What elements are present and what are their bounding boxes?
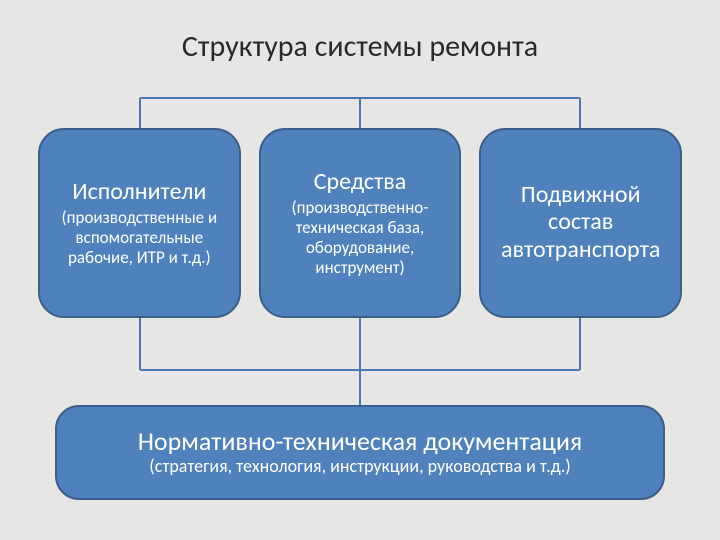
top-boxes-row: Исполнители (производственные и вспомога…	[38, 128, 682, 318]
box-subtext: (стратегия, технология, инструкции, руко…	[149, 456, 570, 478]
box-rolling-stock: Подвижной состав автотранспорта	[479, 128, 682, 318]
box-documentation: Нормативно-техническая документация (стр…	[55, 405, 665, 500]
box-means: Средства (производственно-техническая ба…	[259, 128, 462, 318]
box-heading: Подвижной состав автотранспорта	[489, 181, 672, 264]
slide-title: Структура системы ремонта	[0, 0, 720, 65]
box-executors: Исполнители (производственные и вспомога…	[38, 128, 241, 318]
box-heading: Исполнители	[72, 178, 206, 206]
box-subtext: (производственные и вспомогательные рабо…	[48, 208, 231, 268]
box-heading: Средства	[314, 168, 407, 196]
box-heading: Нормативно-техническая документация	[138, 427, 583, 456]
box-subtext: (производственно-техническая база, обору…	[269, 198, 452, 278]
